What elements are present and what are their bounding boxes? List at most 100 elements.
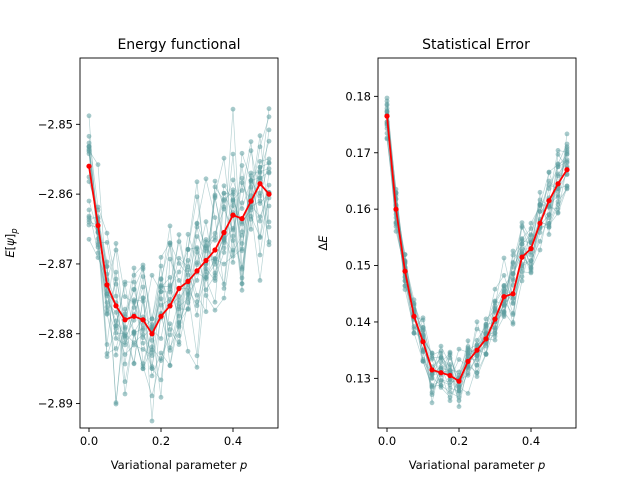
sample-point xyxy=(564,144,570,150)
sample-point xyxy=(212,178,218,184)
sample-point xyxy=(266,224,272,230)
sample-point xyxy=(447,385,453,391)
mean-point xyxy=(212,247,218,253)
sample-point xyxy=(140,265,146,270)
sample-point xyxy=(149,344,155,350)
sample-point xyxy=(420,327,426,333)
sample-point xyxy=(158,254,164,260)
mean-point xyxy=(564,167,570,173)
sample-point xyxy=(158,356,164,361)
sample-point xyxy=(555,193,561,198)
sample-point xyxy=(429,384,435,389)
sample-point xyxy=(239,200,245,206)
sample-point xyxy=(140,340,146,346)
sample-point xyxy=(104,230,110,236)
sample-point xyxy=(86,222,92,228)
sample-point xyxy=(131,265,137,271)
sample-point xyxy=(167,348,173,353)
sample-point xyxy=(212,215,218,221)
axis-ticks: 0.0 0.2 0.4 0.13 0.14 0.15 0.16 0.17 0.18 xyxy=(345,89,540,448)
sample-point xyxy=(420,348,426,354)
x-tick-label: 0.4 xyxy=(224,434,242,448)
sample-point xyxy=(537,201,543,207)
sample-point xyxy=(122,279,128,285)
mean-point xyxy=(158,313,164,319)
sample-point xyxy=(194,234,200,239)
sample-point xyxy=(402,287,408,292)
sample-point xyxy=(122,306,128,312)
x-tick-label: 0.4 xyxy=(522,434,540,448)
sample-point xyxy=(149,316,155,322)
sample-point xyxy=(248,204,254,210)
sample-point xyxy=(492,333,498,339)
mean-point xyxy=(393,206,399,212)
sample-point xyxy=(230,238,236,243)
sample-point xyxy=(203,176,209,182)
sample-point xyxy=(519,241,525,247)
sample-point xyxy=(203,275,209,280)
sample-point xyxy=(402,283,408,288)
sample-point xyxy=(113,400,119,405)
sample-point xyxy=(167,240,173,246)
sample-point xyxy=(158,336,164,341)
mean-point xyxy=(248,198,254,204)
sample-point xyxy=(438,343,444,349)
sample-point xyxy=(122,391,128,397)
sample-point xyxy=(528,226,534,231)
sample-point xyxy=(519,249,525,255)
sample-point xyxy=(212,230,218,236)
mean-point xyxy=(194,268,200,274)
sample-point xyxy=(384,109,390,115)
sample-point xyxy=(456,384,462,390)
sample-point xyxy=(257,214,263,220)
sample-point xyxy=(266,127,272,133)
sample-point xyxy=(438,350,444,356)
sample-point xyxy=(483,326,489,331)
sample-point xyxy=(203,269,209,274)
sample-point xyxy=(528,232,534,238)
sample-point xyxy=(221,183,227,189)
sample-point xyxy=(113,310,119,315)
sample-point xyxy=(411,300,417,306)
sample-point xyxy=(474,374,480,379)
sample-point xyxy=(221,281,227,287)
sample-point xyxy=(149,322,155,327)
sample-point xyxy=(131,305,137,310)
sample-point xyxy=(86,149,92,154)
sample-point xyxy=(501,283,507,288)
sample-point xyxy=(528,220,534,226)
y-tick-label: 0.14 xyxy=(345,315,371,329)
sample-point xyxy=(528,258,534,263)
sample-point xyxy=(194,278,200,283)
sample-point xyxy=(501,312,507,318)
sample-point xyxy=(113,323,119,328)
sample-point xyxy=(113,281,119,287)
x-tick-label: 0.2 xyxy=(450,434,468,448)
sample-point xyxy=(546,170,552,175)
sample-point xyxy=(194,245,200,251)
sample-point xyxy=(176,313,182,319)
mean-point xyxy=(122,317,128,323)
mean-point xyxy=(230,212,236,218)
sample-point xyxy=(167,275,173,280)
sample-point xyxy=(492,330,498,336)
sample-point xyxy=(221,295,227,301)
sample-point xyxy=(447,362,453,367)
sample-point xyxy=(212,261,218,267)
sample-point xyxy=(501,273,507,278)
sample-point xyxy=(510,259,516,265)
sample-point xyxy=(239,150,245,156)
sample-point xyxy=(230,199,236,204)
sample-point xyxy=(122,352,128,357)
sample-point xyxy=(158,283,164,288)
sample-point xyxy=(194,312,200,318)
sample-point xyxy=(456,404,462,409)
sample-point xyxy=(239,233,245,238)
sample-point xyxy=(519,223,525,229)
sample-point xyxy=(230,253,236,259)
sample-point xyxy=(212,192,218,198)
x-tick-label: 0.0 xyxy=(378,434,396,448)
sample-point xyxy=(185,285,191,291)
sample-point xyxy=(176,324,182,330)
